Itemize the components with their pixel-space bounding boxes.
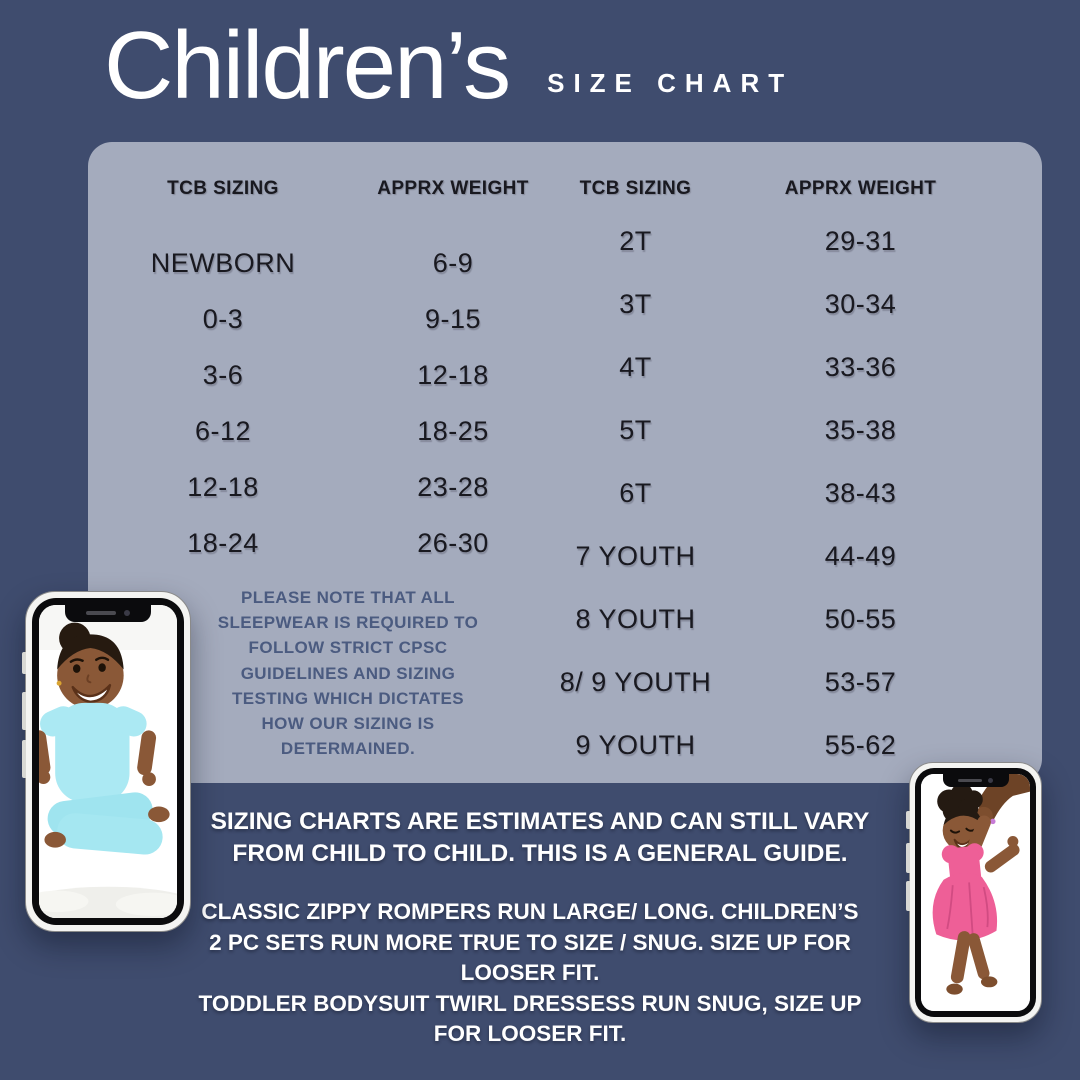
note-line: SLEEPWEAR IS REQUIRED TO [217,613,479,633]
table-row: 9 YOUTH 55-62 [523,714,973,777]
table-row: 7 YOUTH 44-49 [523,525,973,588]
table-row: 4T 33-36 [523,336,973,399]
note-line: FOLLOW STRICT CPSC [248,638,448,658]
size-cell: 6-12 [194,415,252,446]
child-photo-blue-pajamas [39,605,177,918]
table-toddler-youth-sizes: TCB SIZING APPRX WEIGHT 2T 29-31 3T 30-3… [523,172,973,760]
size-cell: 18-24 [187,527,259,558]
column-header-apprx-weight: APPRX WEIGHT [784,178,937,199]
volume-up-button [906,843,910,873]
size-cell: 7 YOUTH [575,541,696,571]
size-cell: 0-3 [202,303,244,334]
speaker-icon [86,611,116,615]
weight-cell: 6-9 [432,247,474,278]
fit-line: TODDLER BODYSUIT TWIRL DRESSESS RUN SNUG… [198,990,862,1016]
mute-switch [906,811,910,829]
weight-cell: 38-43 [824,478,897,508]
phone-mockup-left [22,591,191,932]
weight-cell: 23-28 [417,471,489,502]
phone-screen [915,768,1036,1017]
table-row: 12-18 23-28 [108,459,568,515]
note-line: TESTING WHICH DICTATES [232,688,464,708]
column-header-apprx-weight: APPRX WEIGHT [377,178,529,199]
size-cell: 5T [619,415,652,445]
volume-down-button [22,740,26,778]
size-cell: 2T [619,226,652,256]
page-title: Children’s [104,12,511,119]
volume-down-button [906,881,910,911]
weight-cell: 50-55 [824,604,897,634]
table-row: 2T 29-31 [523,210,973,273]
column-header-tcb-sizing: TCB SIZING [579,178,692,199]
table-row: 8/ 9 YOUTH 53-57 [523,651,973,714]
weight-cell: 30-34 [824,289,897,319]
table-row: 6-12 18-25 [108,403,568,459]
fit-guidance-text: CLASSIC ZIPPY ROMPERS RUN LARGE/ LONG. C… [180,897,880,1050]
disclaimer-line: SIZING CHARTS ARE ESTIMATES AND CAN STIL… [210,808,870,835]
table-row: 6T 38-43 [523,462,973,525]
speaker-icon [958,778,982,782]
fit-line: CLASSIC ZIPPY ROMPERS RUN LARGE/ LONG. C… [201,899,859,924]
fit-line: LOOSER FIT. [460,960,600,985]
size-cell: 4T [619,352,652,382]
phone-screen [32,598,184,925]
weight-cell: 35-38 [824,415,897,445]
table-header-row: TCB SIZING APPRX WEIGHT [523,172,973,206]
camera-icon [988,777,993,783]
table-row: NEWBORN 6-9 [108,235,568,291]
weight-cell: 29-31 [824,226,897,256]
note-line: DETERMAINED. [280,739,416,759]
table-row: 8 YOUTH 50-55 [523,588,973,651]
size-cell: NEWBORN [150,247,296,278]
note-line: GUIDELINES AND SIZING [240,663,456,683]
table-body: 2T 29-31 3T 30-34 4T 33-36 5T 35-38 6T [523,210,973,777]
size-cell: 3T [619,289,652,319]
sizing-disclaimer-text: SIZING CHARTS ARE ESTIMATES AND CAN STIL… [140,806,940,870]
camera-icon [124,610,130,616]
note-line: HOW OUR SIZING IS [261,714,435,734]
size-cell: 6T [619,478,652,508]
header: Children’s SIZE CHART [104,14,793,118]
weight-cell: 44-49 [824,541,897,571]
weight-cell: 26-30 [417,527,489,558]
disclaimer-line: FROM CHILD TO CHILD. THIS IS A GENERAL G… [232,840,848,867]
column-header-tcb-sizing: TCB SIZING [167,178,279,199]
size-cell: 8/ 9 YOUTH [559,667,712,697]
size-chart-panel: TCB SIZING APPRX WEIGHT NEWBORN 6-9 0-3 … [88,142,1042,783]
fit-line: FOR LOOSER FIT. [433,1021,627,1046]
table-body: NEWBORN 6-9 0-3 9-15 3-6 12-18 6-12 18-2… [108,235,568,571]
phone-mockup-right [906,762,1042,1023]
volume-up-button [22,692,26,730]
weight-cell: 55-62 [824,730,897,760]
page-subtitle: SIZE CHART [547,68,794,98]
fit-line: 2 PC SETS RUN MORE TRUE TO SIZE / SNUG. … [209,929,851,955]
size-cell: 12-18 [187,471,259,502]
note-line: PLEASE NOTE THAT ALL [241,588,455,607]
sleepwear-cpsc-note: PLEASE NOTE THAT ALL SLEEPWEAR IS REQUIR… [198,585,498,761]
weight-cell: 53-57 [824,667,897,697]
table-row: 0-3 9-15 [108,291,568,347]
size-cell: 3-6 [202,359,244,390]
weight-cell: 9-15 [424,303,482,334]
table-row: 3-6 12-18 [108,347,568,403]
weight-cell: 33-36 [824,352,897,382]
table-infant-sizes: TCB SIZING APPRX WEIGHT NEWBORN 6-9 0-3 … [108,172,568,558]
table-header-row: TCB SIZING APPRX WEIGHT [108,172,568,206]
mute-switch [22,652,26,674]
phone-notch [65,604,151,622]
child-photo-pink-dress [921,774,1030,1011]
phone-notch [942,773,1009,787]
weight-cell: 18-25 [417,415,489,446]
size-cell: 8 YOUTH [575,604,696,634]
size-cell: 9 YOUTH [575,730,696,760]
weight-cell: 12-18 [417,359,489,390]
table-row: 18-24 26-30 [108,515,568,571]
table-row: 5T 35-38 [523,399,973,462]
table-row: 3T 30-34 [523,273,973,336]
